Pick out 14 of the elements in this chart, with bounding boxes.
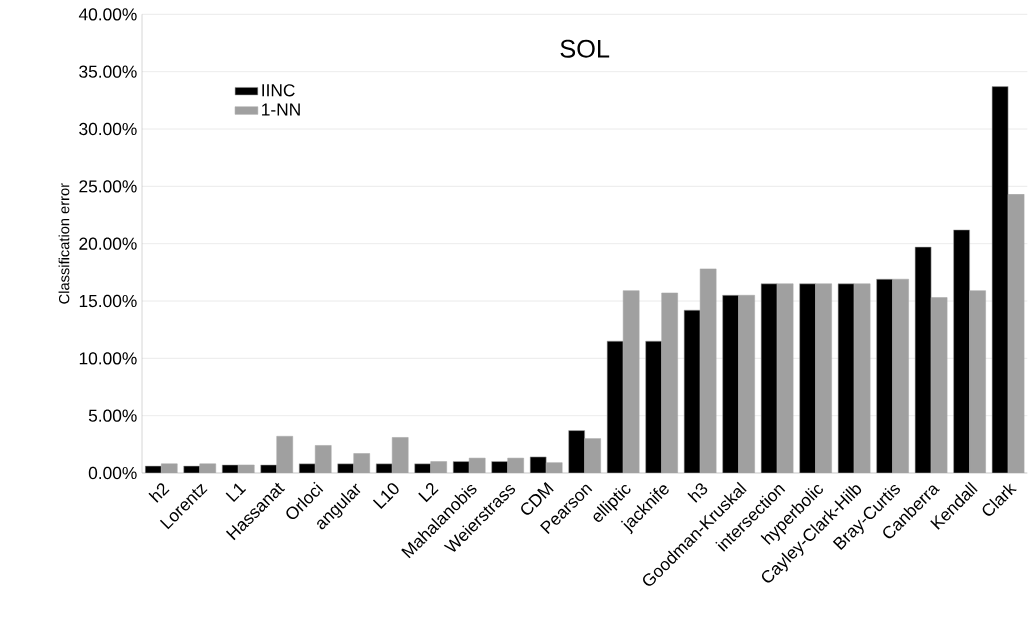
legend-label: 1-NN (262, 103, 300, 116)
y-tick-label: 20.00% (79, 237, 137, 250)
y-tick-label: 35.00% (79, 65, 137, 78)
text: SOL (560, 39, 610, 58)
y-tick-label: 25.00% (79, 180, 137, 193)
y-tick-label: 40.00% (78, 8, 137, 21)
y-tick-label: 15.00% (79, 294, 137, 308)
x-tick-label: L10 (372, 483, 399, 509)
y-axis-title: Classification error (58, 183, 70, 304)
y-tick-label: 10.00% (79, 352, 137, 365)
y-tick-label: 30.00% (79, 122, 137, 136)
legend-label: IINC (262, 84, 295, 97)
y-tick-label: 5.00% (88, 409, 137, 422)
y-tick-label: 0.00% (88, 466, 137, 480)
